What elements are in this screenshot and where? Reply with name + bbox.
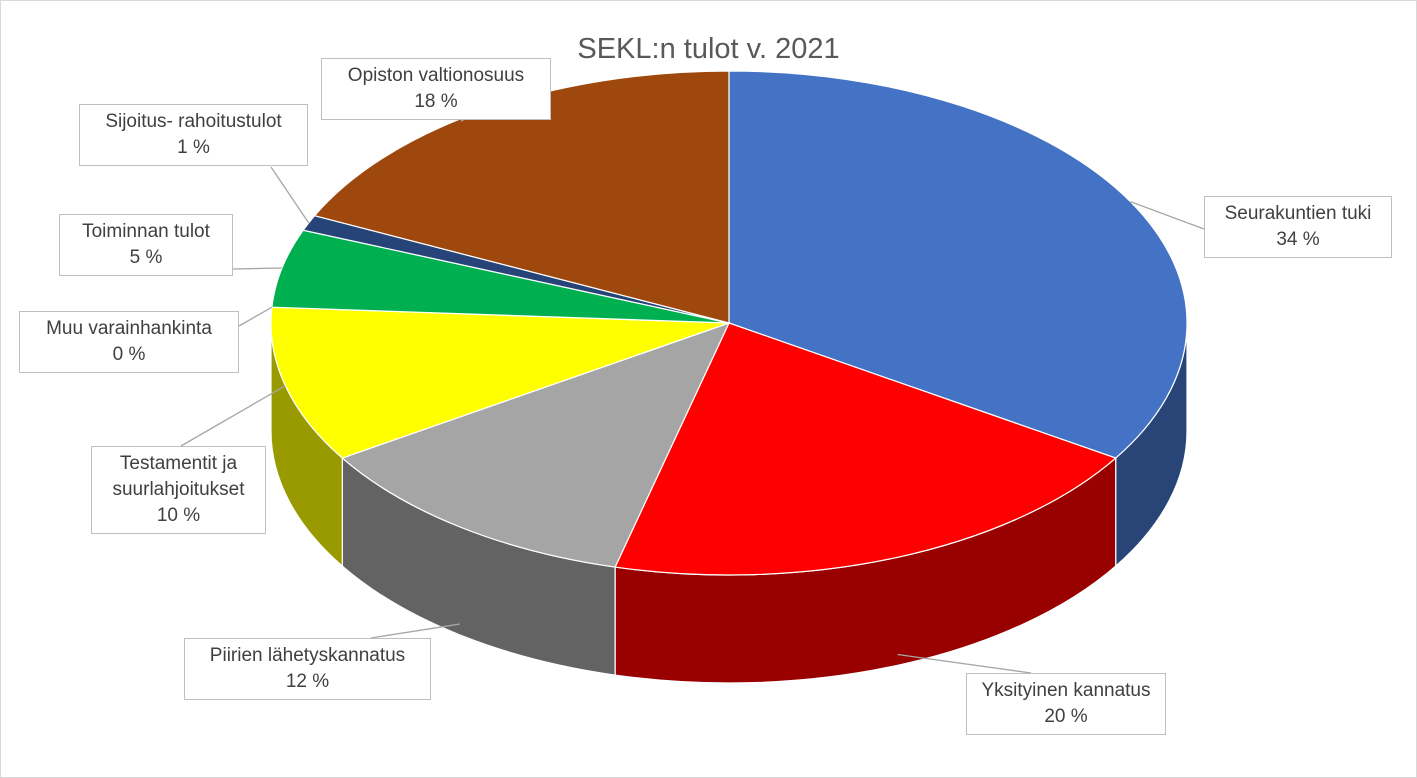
value-label: 0 % <box>112 344 146 365</box>
value-label: 20 % <box>1044 706 1088 727</box>
category-label: Toiminnan tulot <box>82 221 210 242</box>
slice <box>614 322 1117 576</box>
category-label: Seurakuntien tuki <box>1224 203 1372 224</box>
leader-line <box>238 306 273 327</box>
data-label: Toiminnan tulot 5 % <box>59 214 233 276</box>
data-label: Opiston valtionosuus 18 % <box>321 58 551 120</box>
data-label: Yksityinen kannatus 20 % <box>966 673 1166 735</box>
category-label: Opiston valtionosuus <box>347 65 525 86</box>
leader-line <box>180 385 286 447</box>
value-label: 1 % <box>177 137 210 158</box>
value-label: 34 % <box>1276 229 1320 250</box>
category-label: Muu varainhankinta <box>46 318 212 339</box>
slice <box>728 70 1188 459</box>
leader-line <box>370 623 460 639</box>
value-label: 18 % <box>414 91 458 112</box>
category-label: Piirien lähetyskannatus <box>209 645 406 666</box>
leader-line <box>232 267 283 270</box>
value-label: 12 % <box>285 671 330 692</box>
data-label: Seurakuntien tuki 34 % <box>1204 196 1392 258</box>
data-label: Testamentit ja suurlahjoitukset 10 % <box>91 446 266 534</box>
data-label: Muu varainhankinta 0 % <box>19 311 239 373</box>
leader-line <box>897 653 1032 674</box>
leader-line <box>1130 200 1205 230</box>
slice <box>270 306 730 459</box>
category-label: Yksityinen kannatus <box>981 680 1151 701</box>
value-label: 5 % <box>129 247 163 268</box>
data-label: Sijoitus- rahoitustulot 1 % <box>79 104 308 166</box>
slice <box>271 229 730 324</box>
data-label: Piirien lähetyskannatus 12 % <box>184 638 431 700</box>
category-label: Testamentit ja suurlahjoitukset <box>112 453 245 500</box>
category-label: Sijoitus- rahoitustulot <box>105 111 282 132</box>
value-label: 10 % <box>156 505 201 526</box>
leader-line <box>270 166 310 224</box>
chart-title: SEKL:n tulot v. 2021 <box>577 33 840 65</box>
slice <box>341 321 731 568</box>
